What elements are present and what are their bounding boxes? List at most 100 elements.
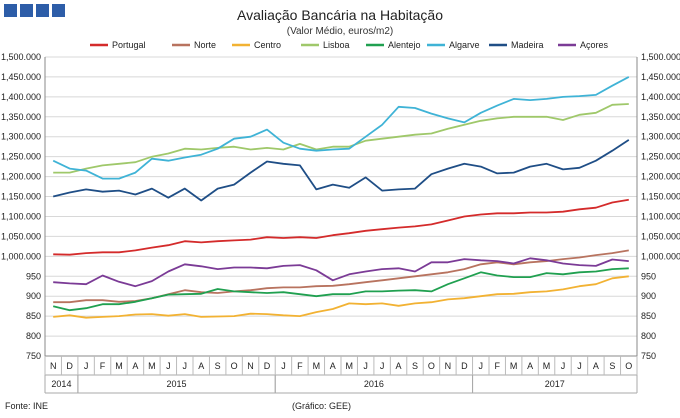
logo-block	[20, 4, 33, 17]
y-tick-label: 1,150.000	[1, 192, 41, 202]
x-tick-label: M	[115, 361, 123, 371]
y-tick-label: 950	[26, 271, 41, 281]
source-note: Fonte: INE	[5, 401, 49, 411]
x-tick-label: A	[132, 361, 138, 371]
x-tick-label: J	[281, 361, 286, 371]
x-tick-label: A	[593, 361, 599, 371]
y-tick-label: 1,050.000	[1, 231, 41, 241]
x-tick-label: F	[100, 361, 106, 371]
y-tick-label: 800	[641, 331, 656, 341]
y-tick-label: 850	[26, 311, 41, 321]
x-tick-label: S	[412, 361, 418, 371]
x-tick-label: J	[183, 361, 188, 371]
y-tick-label: 1,450.000	[1, 72, 41, 82]
x-tick-label: J	[84, 361, 89, 371]
series-line-portugal	[53, 198, 629, 256]
y-tick-label: 1,400.000	[641, 92, 680, 102]
x-tick-label: A	[527, 361, 533, 371]
x-tick-label: D	[264, 361, 271, 371]
logo-block	[36, 4, 49, 17]
credit-note: (Gráfico: GEE)	[292, 401, 352, 411]
y-tick-label: 1,000.000	[1, 251, 41, 261]
year-label: 2017	[545, 379, 565, 389]
x-tick-label: S	[215, 361, 221, 371]
legend-label: Madeira	[511, 40, 544, 50]
y-tick-label: 1,050.000	[641, 231, 680, 241]
series-line-centro	[53, 275, 629, 319]
series-line-lisboa	[53, 103, 629, 174]
x-tick-label: N	[247, 361, 254, 371]
legend-label: Alentejo	[388, 40, 421, 50]
x-tick-label: A	[330, 361, 336, 371]
x-tick-label: J	[561, 361, 566, 371]
y-tick-label: 750	[641, 351, 656, 361]
y-tick-label: 1,200.000	[1, 172, 41, 182]
y-tick-label: 1,300.000	[1, 132, 41, 142]
y-tick-label: 850	[641, 311, 656, 321]
chart-title: Avaliação Bancária na Habitação	[237, 7, 443, 23]
legend-label: Algarve	[449, 40, 480, 50]
y-tick-label: 1,450.000	[641, 72, 680, 82]
x-tick-label: D	[461, 361, 468, 371]
brand-logo	[4, 4, 65, 17]
x-tick-label: O	[625, 361, 632, 371]
x-tick-label: J	[363, 361, 368, 371]
chart-subtitle: (Valor Médio, euros/m2)	[286, 26, 394, 37]
x-tick-label: S	[609, 361, 615, 371]
legend: Portugal Norte Centro Lisboa Alentejo Algarve…	[90, 40, 609, 50]
y-tick-label: 1,350.000	[641, 112, 680, 122]
y-tick-label: 800	[26, 331, 41, 341]
y-tick-label: 1,200.000	[641, 172, 680, 182]
y-tick-label: 1,500.000	[641, 52, 680, 62]
legend-label: Centro	[254, 40, 281, 50]
x-tick-label: M	[510, 361, 518, 371]
logo-block	[52, 4, 65, 17]
year-label: 2014	[51, 379, 71, 389]
y-tick-label: 1,100.000	[641, 211, 680, 221]
x-tick-label: D	[66, 361, 73, 371]
logo-block	[4, 4, 17, 17]
y-tick-label: 1,350.000	[1, 112, 41, 122]
y-tick-label: 1,250.000	[641, 152, 680, 162]
y-tick-label: 1,400.000	[1, 92, 41, 102]
legend-label: Lisboa	[323, 40, 350, 50]
series-line-madeira	[52, 139, 630, 202]
x-tick-label: N	[50, 361, 57, 371]
legend-label: Norte	[194, 40, 216, 50]
grid-lines	[45, 56, 637, 357]
y-tick-label: 750	[26, 351, 41, 361]
y-axis-left: 750 800 850 900 950 1,000.000 1,050.000 1,100.0…	[1, 52, 41, 361]
y-tick-label: 1,500.000	[1, 52, 41, 62]
y-tick-label: 950	[641, 271, 656, 281]
y-axis-right: 750 800 850 900 950 1,000.000 1,050.000 1,100.0…	[641, 52, 680, 361]
y-tick-label: 900	[641, 291, 656, 301]
series-group	[52, 76, 630, 319]
y-tick-label: 1,300.000	[641, 132, 680, 142]
x-tick-label: O	[231, 361, 238, 371]
series-line-algarve	[52, 76, 630, 180]
series-line-açores	[53, 257, 629, 288]
x-tick-label: M	[313, 361, 321, 371]
x-tick-label: A	[198, 361, 204, 371]
axes	[44, 57, 638, 394]
y-tick-label: 1,250.000	[1, 152, 41, 162]
year-label: 2016	[364, 379, 384, 389]
x-tick-label: J	[166, 361, 171, 371]
x-tick-label: F	[297, 361, 303, 371]
x-tick-label: O	[428, 361, 435, 371]
x-tick-label: J	[577, 361, 582, 371]
y-tick-label: 900	[26, 291, 41, 301]
y-tick-label: 1,150.000	[641, 192, 680, 202]
x-tick-label: J	[380, 361, 385, 371]
series-line-alentejo	[52, 267, 629, 312]
x-axis: N D J F M A M J J A S O N D J F M A M J J A S O N D J F M A M J J A S O2014…	[44, 356, 638, 393]
year-label: 2015	[167, 379, 187, 389]
legend-label: Portugal	[112, 40, 146, 50]
x-tick-label: A	[396, 361, 402, 371]
x-tick-label: M	[345, 361, 353, 371]
x-tick-label: M	[148, 361, 156, 371]
x-tick-label: M	[543, 361, 551, 371]
y-tick-label: 1,000.000	[641, 251, 680, 261]
x-tick-label: N	[445, 361, 452, 371]
